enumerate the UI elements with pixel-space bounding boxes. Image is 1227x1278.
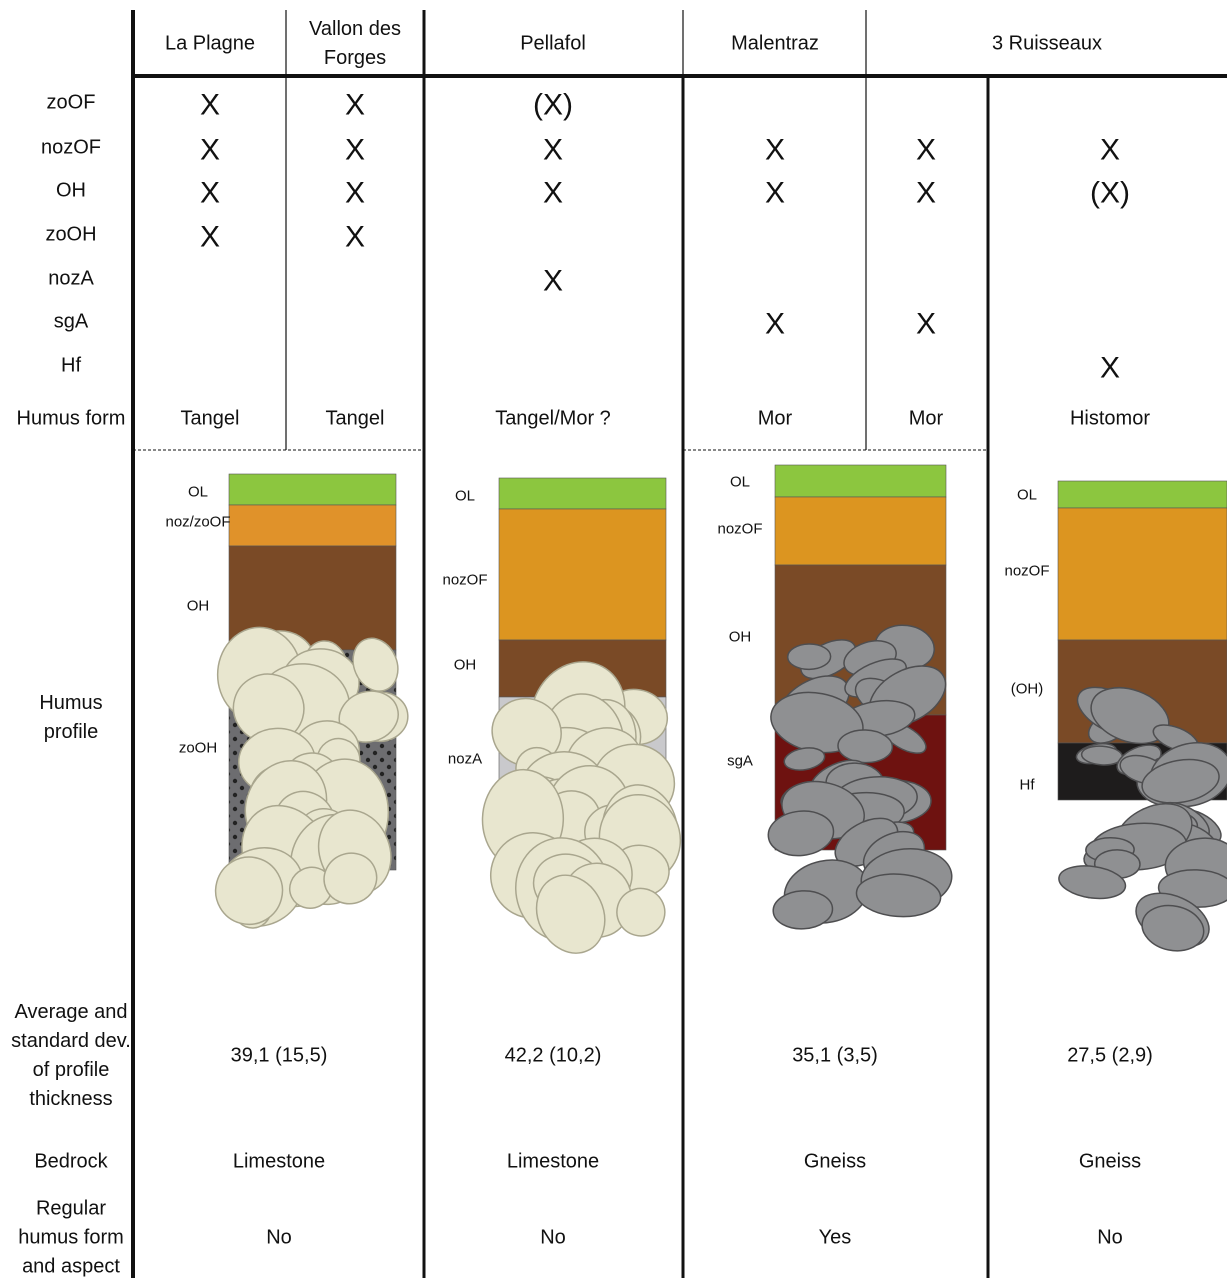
stone [767,810,835,857]
presence-mark: X [199,88,220,122]
row-label: Regular humus form and aspect [18,1197,124,1278]
stone [1058,865,1127,900]
presence-mark: X [542,264,563,298]
layer-label: nozOF [442,571,488,589]
presence-mark: X [344,133,365,167]
presence-mark: X [1099,351,1120,385]
profile-layer [498,508,667,641]
horizon-label: zoOH [45,223,97,246]
horizon-label: OH [56,179,86,202]
profile-layer [774,496,947,566]
presence-mark: X [1099,133,1120,167]
humus-form: Tangel [180,407,240,430]
bedrock-value: Limestone [232,1150,326,1173]
layer-label: OL [187,483,208,501]
stone [783,747,826,771]
presence-mark: X [199,133,220,167]
stone [1141,904,1205,952]
site-header: Vallon des Forges [309,18,401,69]
horizon-label: nozOF [40,136,102,159]
presence-mark: X [199,220,220,254]
regular-value: No [540,1226,566,1249]
layer-label: zoOH [178,739,218,757]
layer-label: nozOF [1004,562,1050,580]
horizon-label: sgA [53,310,89,333]
site-header: La Plagne [164,32,256,55]
site-header: Pellafol [520,32,586,55]
site-header: Malentraz [731,32,819,55]
layer-label: Hf [1019,776,1035,794]
presence-mark: X [542,176,563,210]
grid-lines [131,10,1227,1278]
presence-mark: X [764,307,785,341]
profile-layer [774,464,947,498]
layer-label: OL [1016,486,1037,504]
presence-mark: X [764,133,785,167]
presence-mark: X [199,176,220,210]
presence-mark: X [344,88,365,122]
regular-value: No [1097,1226,1123,1249]
presence-mark: X [915,133,936,167]
profile-layer [498,477,667,510]
stone [855,873,942,918]
humus-form: Mor [908,407,944,430]
layer-label: OH [186,597,210,615]
humus-form: Mor [757,407,793,430]
presence-mark: X [764,176,785,210]
row-label: Average and standard dev. of profile thi… [11,1001,131,1110]
stone [535,874,606,954]
thickness-value: 39,1 (15,5) [230,1044,328,1067]
row-label: Bedrock [34,1150,108,1173]
stone [1141,758,1220,804]
layer-label: nozOF [717,520,763,538]
bedrock-value: Gneiss [803,1150,867,1173]
presence-mark: (X) [1090,176,1130,210]
humus-form: Tangel/Mor ? [495,407,611,430]
stone [323,852,378,905]
layer-label: nozA [447,750,483,768]
regular-value: Yes [818,1226,852,1249]
stone [786,643,832,671]
layer-label: OL [729,473,750,491]
presence-mark: X [915,176,936,210]
presence-mark: (X) [533,88,573,122]
presence-mark: X [542,133,563,167]
profile-layer [228,504,397,547]
layer-label: (OH) [1010,680,1044,698]
presence-mark: X [344,220,365,254]
horizon-label: nozA [48,267,94,290]
layer-label: OL [454,487,475,505]
stone [837,729,894,764]
stone [616,887,666,937]
site-header: 3 Ruisseaux [991,32,1103,55]
profile-layer [228,473,397,506]
presence-mark: X [344,176,365,210]
thickness-value: 35,1 (3,5) [792,1044,878,1067]
stone [772,890,834,930]
thickness-value: 27,5 (2,9) [1067,1044,1153,1067]
horizon-label: Hf [61,354,81,377]
row-label: Humus form [16,407,126,430]
horizon-label: zoOF [46,91,96,114]
row-label: Humus profile [39,692,103,743]
humus-form: Histomor [1069,407,1150,430]
layer-label: noz/zoOF [165,513,231,531]
presence-mark: X [915,307,936,341]
humus-form: Tangel [325,407,385,430]
profile-layer [1057,480,1227,509]
profile-layer [1057,507,1227,641]
layer-label: OH [728,628,752,646]
thickness-value: 42,2 (10,2) [504,1044,602,1067]
layer-label: sgA [727,752,753,770]
regular-value: No [266,1226,292,1249]
bedrock-value: Gneiss [1078,1150,1142,1173]
stone [352,637,399,692]
layer-label: OH [453,656,477,674]
stone [214,856,284,926]
bedrock-value: Limestone [506,1150,600,1173]
